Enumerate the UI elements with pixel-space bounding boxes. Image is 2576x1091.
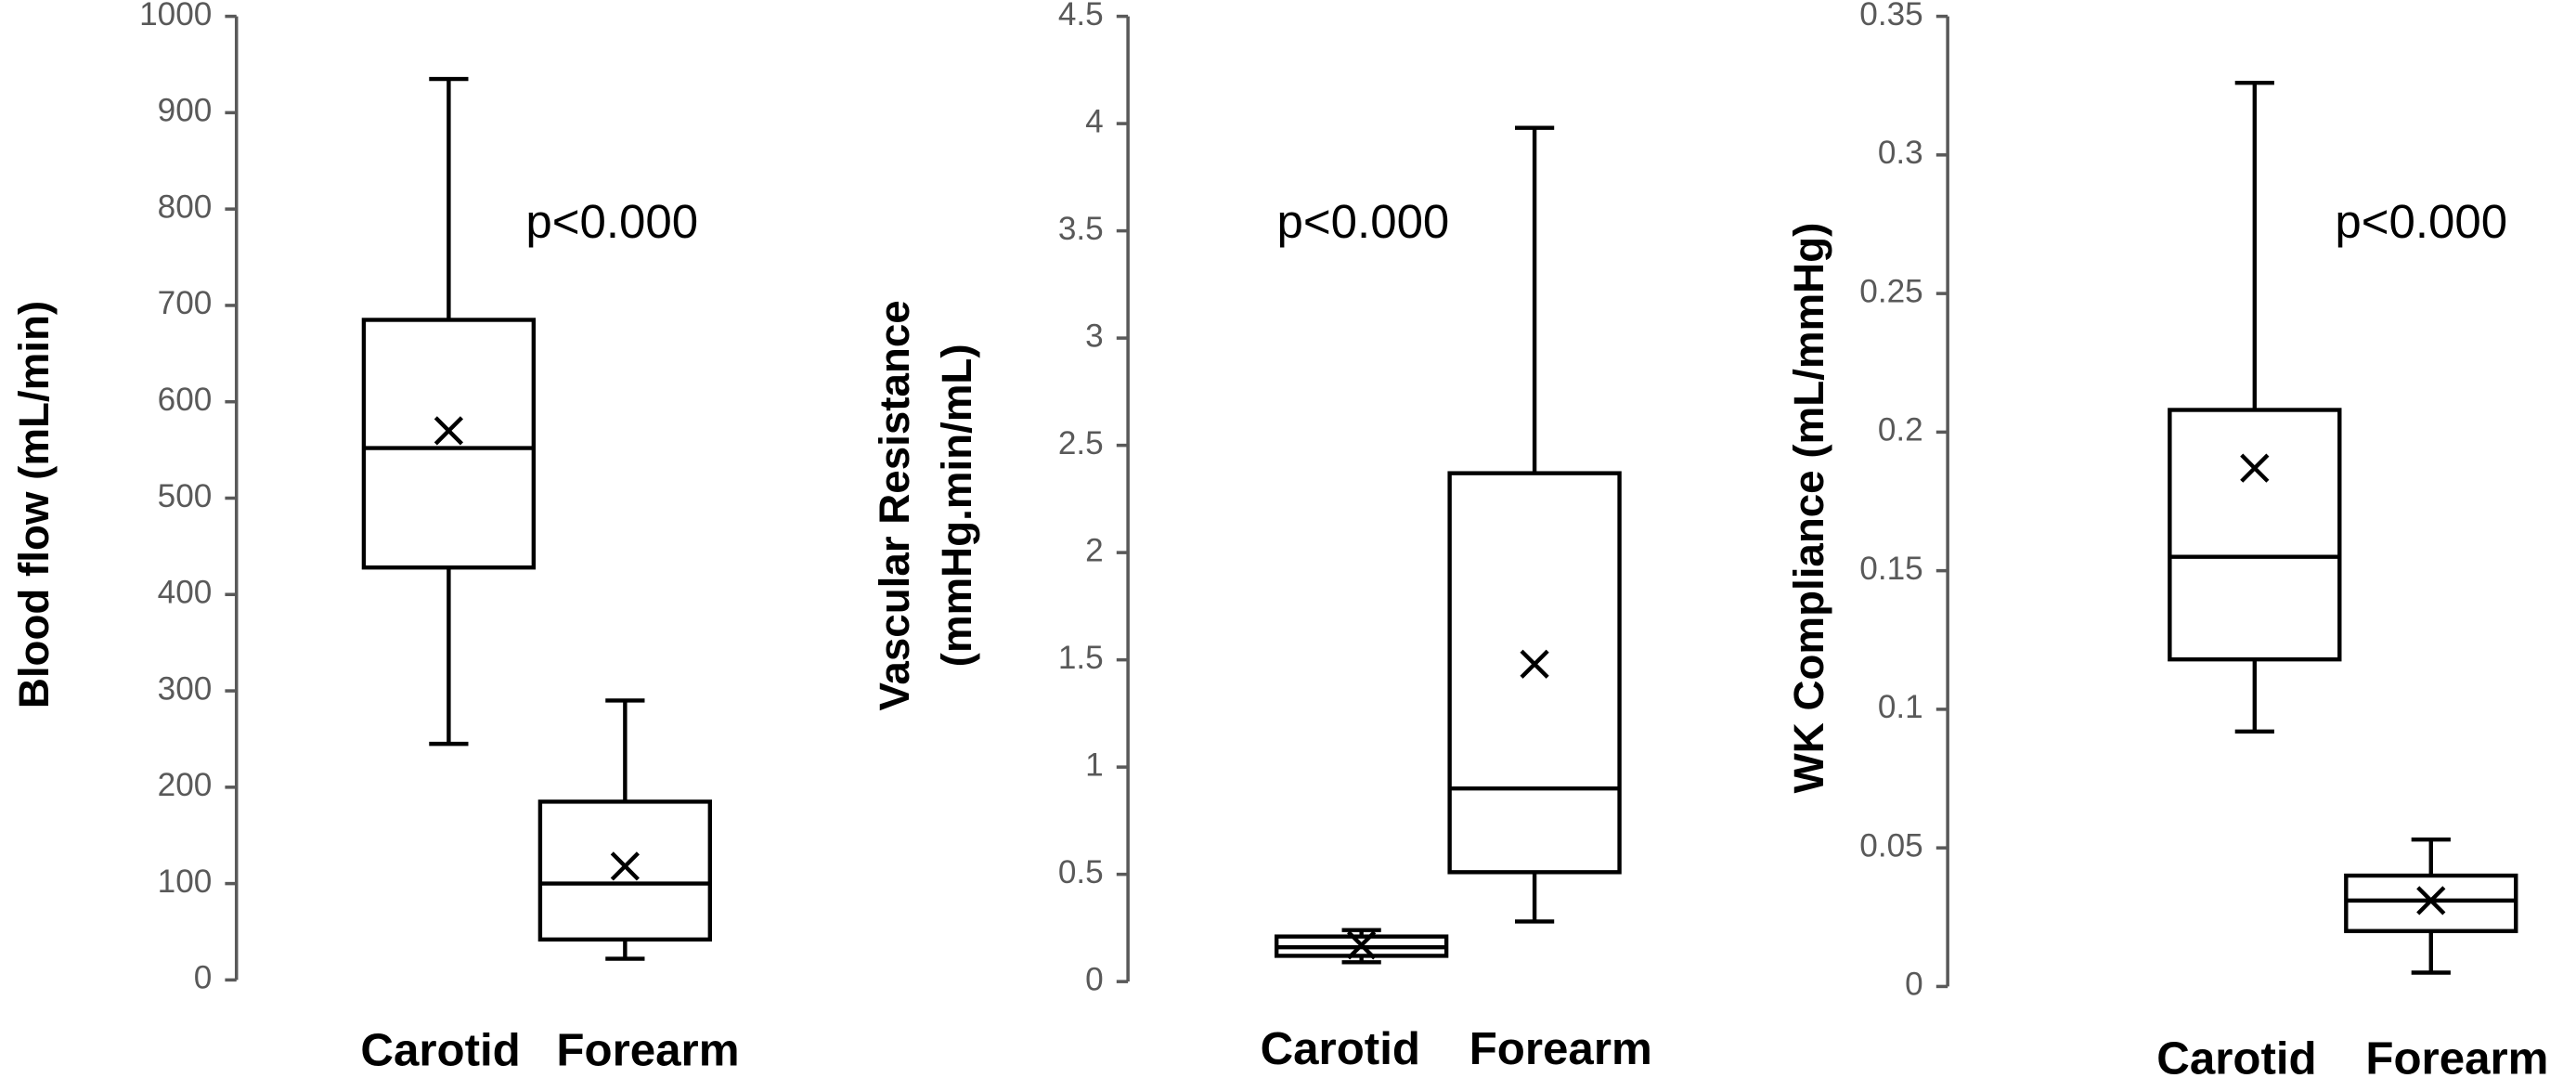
y-tick-label: 4 (1085, 103, 1104, 139)
box (2344, 873, 2518, 933)
y-axis-label: (mmHg.min/mL) (933, 344, 980, 667)
y-tick-label: 0 (1905, 967, 1923, 1003)
x-category-label: Forearm (2365, 1033, 2548, 1084)
y-tick-label: 3 (1085, 318, 1104, 354)
mean-marker (2416, 886, 2446, 916)
y-tick-label: 700 (158, 285, 213, 321)
y-tick-label: 0.5 (1058, 854, 1104, 890)
y-axis-label: Vascular Resistance (871, 300, 918, 710)
y-tick-label: 400 (158, 575, 213, 611)
box (537, 799, 713, 942)
y-tick-label: 0.35 (1859, 0, 1922, 32)
y-tick-label: 0 (1085, 961, 1104, 997)
x-category-label: Forearm (556, 1025, 739, 1076)
y-tick-label: 0.2 (1878, 412, 1923, 448)
annotation: p<0.000 (1277, 195, 1450, 248)
y-tick-label: 0 (194, 960, 213, 996)
annotation: p<0.000 (525, 195, 698, 248)
x-category-label: Forearm (1469, 1023, 1652, 1074)
y-tick-label: 800 (158, 188, 213, 225)
box (2168, 408, 2342, 662)
y-tick-label: 900 (158, 93, 213, 129)
y-axis-label: WK Compliance (mL/mmHg) (1785, 223, 1832, 794)
x-category-label: Carotid (1261, 1023, 1420, 1074)
y-tick-label: 2.5 (1058, 425, 1104, 461)
y-tick-label: 0.25 (1859, 273, 1922, 309)
y-tick-label: 300 (158, 670, 213, 707)
mean-marker (1347, 930, 1377, 960)
y-tick-label: 2 (1085, 532, 1104, 568)
box (1447, 471, 1622, 875)
y-tick-label: 200 (158, 767, 213, 803)
y-tick-label: 600 (158, 382, 213, 418)
y-tick-label: 0.15 (1859, 551, 1922, 587)
x-category-label: Carotid (360, 1025, 520, 1076)
y-tick-label: 1 (1085, 747, 1104, 783)
y-tick-label: 100 (158, 864, 213, 900)
y-tick-label: 4.5 (1058, 0, 1104, 32)
y-tick-label: 500 (158, 478, 213, 514)
y-tick-label: 0.1 (1878, 689, 1923, 725)
y-tick-label: 1.5 (1058, 640, 1104, 676)
mean-marker (434, 416, 464, 446)
y-tick-label: 0.3 (1878, 135, 1923, 171)
mean-marker (610, 851, 640, 881)
annotation: p<0.000 (2335, 195, 2507, 248)
x-category-label: Carotid (2156, 1033, 2316, 1084)
box (361, 318, 537, 570)
y-axis-label: Blood flow (mL/min) (10, 301, 58, 708)
mean-marker (2240, 453, 2270, 483)
y-tick-label: 3.5 (1058, 211, 1104, 247)
y-tick-label: 1000 (139, 0, 212, 32)
y-tick-label: 0.05 (1859, 827, 1922, 864)
mean-marker (1520, 649, 1549, 679)
